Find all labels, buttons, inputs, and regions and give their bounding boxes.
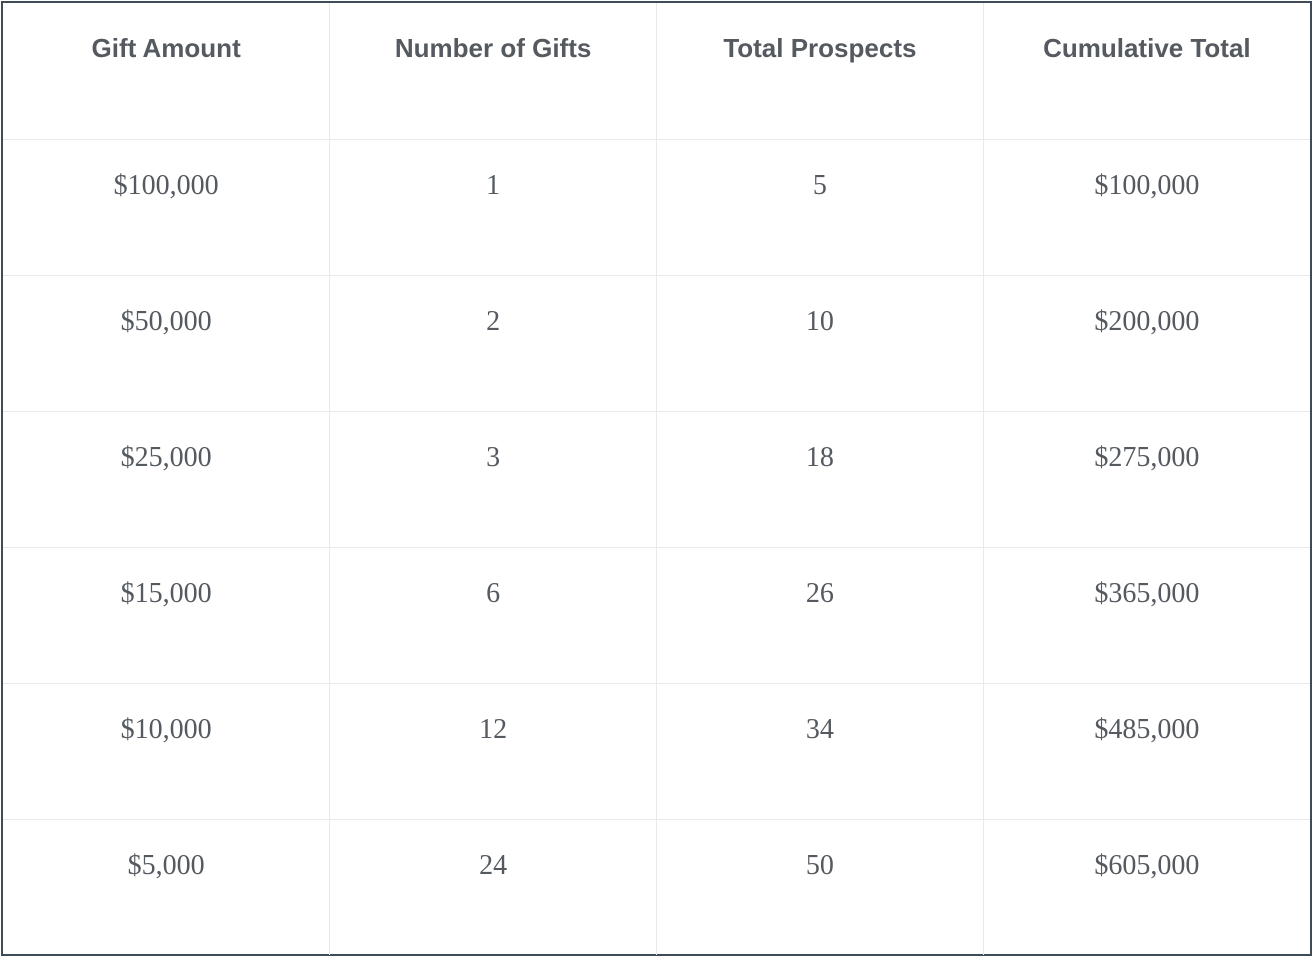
cell-total-prospects: 10 [656,274,984,412]
cell-cumulative-total: $365,000 [982,546,1310,684]
cell-number-of-gifts: 12 [329,682,657,820]
cell-gift-amount: $5,000 [3,818,331,955]
cell-number-of-gifts: 1 [329,138,657,276]
cell-cumulative-total: $485,000 [982,682,1310,820]
cell-total-prospects: 50 [656,818,984,955]
cell-number-of-gifts: 3 [329,410,657,548]
header-row: Gift Amount Number of Gifts Total Prospe… [3,3,1310,140]
cell-total-prospects: 18 [656,410,984,548]
cell-number-of-gifts: 6 [329,546,657,684]
header-gift-amount: Gift Amount [3,3,331,140]
cell-cumulative-total: $605,000 [982,818,1310,955]
cell-gift-amount: $10,000 [3,682,331,820]
table-row: $10,000 12 34 $485,000 [3,682,1310,820]
cell-number-of-gifts: 24 [329,818,657,955]
table-row: $50,000 2 10 $200,000 [3,274,1310,412]
cell-number-of-gifts: 2 [329,274,657,412]
header-number-of-gifts: Number of Gifts [329,3,657,140]
cell-cumulative-total: $100,000 [982,138,1310,276]
header-total-prospects: Total Prospects [656,3,984,140]
header-cumulative-total: Cumulative Total [982,3,1310,140]
table-row: $100,000 1 5 $100,000 [3,138,1310,276]
cell-gift-amount: $50,000 [3,274,331,412]
cell-total-prospects: 34 [656,682,984,820]
table-row: $5,000 24 50 $605,000 [3,818,1310,955]
table-header: Gift Amount Number of Gifts Total Prospe… [3,3,1310,140]
table-row: $25,000 3 18 $275,000 [3,410,1310,548]
cell-cumulative-total: $275,000 [982,410,1310,548]
table-row: $15,000 6 26 $365,000 [3,546,1310,684]
cell-cumulative-total: $200,000 [982,274,1310,412]
cell-total-prospects: 26 [656,546,984,684]
cell-gift-amount: $15,000 [3,546,331,684]
gift-table: Gift Amount Number of Gifts Total Prospe… [3,3,1310,955]
cell-gift-amount: $100,000 [3,138,331,276]
cell-gift-amount: $25,000 [3,410,331,548]
cell-total-prospects: 5 [656,138,984,276]
table-body: $100,000 1 5 $100,000 $50,000 2 10 $200,… [3,138,1310,955]
